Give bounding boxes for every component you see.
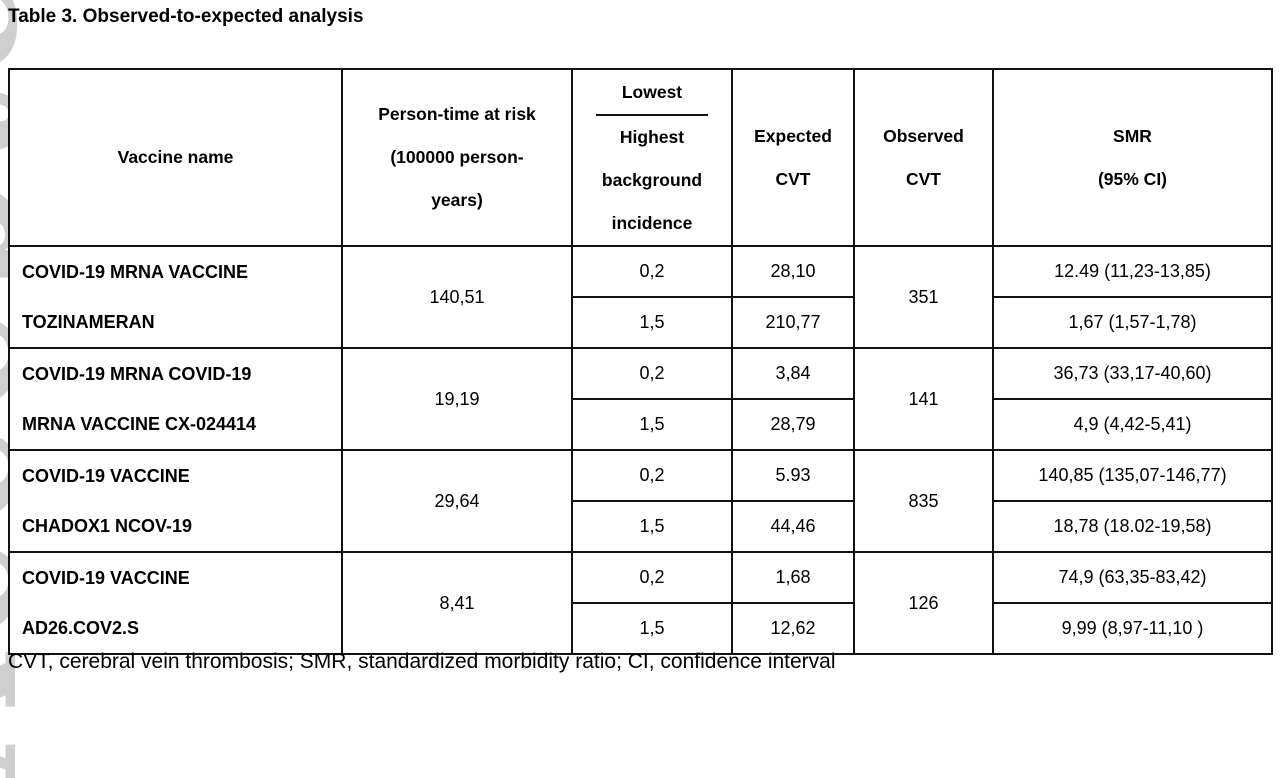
table-row: 1,5 210,77 1,67 (1,57-1,78) — [9, 296, 1273, 349]
cell-expected-low: 3,84 — [731, 347, 855, 400]
cell-expected-high: 44,46 — [731, 500, 855, 553]
table-row: 1,5 28,79 4,9 (4,42-5,41) — [9, 398, 1273, 451]
cell-smr-low: 12.49 (11,23-13,85) — [992, 245, 1273, 298]
cell-observed: 835 — [853, 449, 994, 553]
cell-vaccine-name: COVID-19 VACCINE AD26.COV2.S — [8, 551, 343, 655]
cell-smr-high: 18,78 (18.02-19,58) — [992, 500, 1273, 553]
table-row: 1,5 44,46 18,78 (18.02-19,58) — [9, 500, 1273, 553]
cell-vaccine-name: COVID-19 VACCINE CHADOX1 NCOV-19 — [8, 449, 343, 553]
cell-expected-low: 5.93 — [731, 449, 855, 502]
cell-incidence-high: 1,5 — [571, 500, 733, 553]
header-observed-cvt: Observed CVT — [853, 68, 994, 247]
cell-expected-low: 28,10 — [731, 245, 855, 298]
header-vaccine-name: Vaccine name — [8, 68, 343, 247]
observed-to-expected-table: Vaccine name Person-time at risk (100000… — [8, 68, 1273, 655]
cell-expected-high: 28,79 — [731, 398, 855, 451]
abbreviations-footnote: CVT, cerebral vein thrombosis; SMR, stan… — [8, 650, 836, 673]
cell-person-time: 29,64 — [341, 449, 573, 553]
cell-incidence-high: 1,5 — [571, 602, 733, 655]
header-smr: SMR (95% CI) — [992, 68, 1273, 247]
cell-person-time: 140,51 — [341, 245, 573, 349]
header-highest-label: Highest background incidence — [601, 126, 703, 233]
cell-incidence-low: 0,2 — [571, 551, 733, 604]
table-row: COVID-19 VACCINE AD26.COV2.S 8,41 0,2 1,… — [8, 551, 1273, 655]
cell-expected-high: 210,77 — [731, 296, 855, 349]
cell-smr-high: 4,9 (4,42-5,41) — [992, 398, 1273, 451]
header-lowest-label: Lowest — [621, 81, 683, 102]
cell-observed: 351 — [853, 245, 994, 349]
cell-incidence-low: 0,2 — [571, 245, 733, 298]
cell-smr-low: 74,9 (63,35-83,42) — [992, 551, 1273, 604]
cell-observed: 126 — [853, 551, 994, 655]
table-row: COVID-19 MRNA COVID-19 MRNA VACCINE CX-0… — [8, 347, 1273, 451]
cell-smr-high: 1,67 (1,57-1,78) — [992, 296, 1273, 349]
cell-vaccine-name: COVID-19 MRNA COVID-19 MRNA VACCINE CX-0… — [8, 347, 343, 451]
table-header: Vaccine name Person-time at risk (100000… — [8, 68, 1273, 247]
header-background-incidence: Lowest Highest background incidence — [571, 68, 733, 247]
cell-expected-low: 1,68 — [731, 551, 855, 604]
header-expected-cvt: Expected CVT — [731, 68, 855, 247]
cell-expected-high: 12,62 — [731, 602, 855, 655]
cell-person-time: 19,19 — [341, 347, 573, 451]
cell-smr-low: 140,85 (135,07-146,77) — [992, 449, 1273, 502]
cell-person-time: 8,41 — [341, 551, 573, 655]
cell-incidence-low: 0,2 — [571, 347, 733, 400]
header-row: Vaccine name Person-time at risk (100000… — [8, 68, 1273, 247]
header-person-time: Person-time at risk (100000 person- year… — [341, 68, 573, 247]
table-row: 1,5 12,62 9,99 (8,97-11,10 ) — [9, 602, 1273, 655]
cell-incidence-high: 1,5 — [571, 296, 733, 349]
table-row: COVID-19 MRNA VACCINE TOZINAMERAN 140,51… — [8, 245, 1273, 349]
table-row: COVID-19 VACCINE CHADOX1 NCOV-19 29,64 0… — [8, 449, 1273, 553]
cell-vaccine-name: COVID-19 MRNA VACCINE TOZINAMERAN — [8, 245, 343, 349]
lowest-highest-divider-line — [596, 113, 708, 116]
cell-smr-high: 9,99 (8,97-11,10 ) — [992, 602, 1273, 655]
cell-incidence-low: 0,2 — [571, 449, 733, 502]
table-body: COVID-19 MRNA VACCINE TOZINAMERAN 140,51… — [8, 245, 1273, 655]
cell-incidence-high: 1,5 — [571, 398, 733, 451]
table-title: Table 3. Observed-to-expected analysis — [8, 6, 364, 27]
cell-observed: 141 — [853, 347, 994, 451]
cell-smr-low: 36,73 (33,17-40,60) — [992, 347, 1273, 400]
